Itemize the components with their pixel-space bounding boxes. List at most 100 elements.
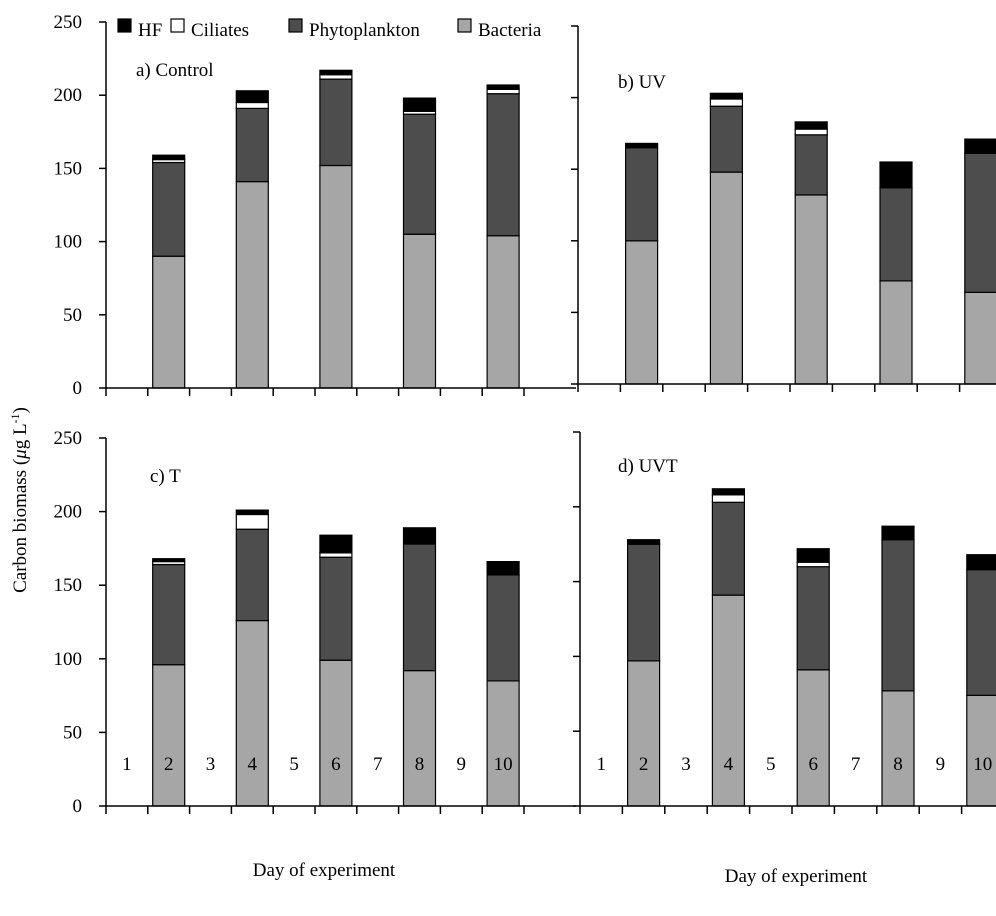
bar-segment-bacteria-day-8 [402, 233, 437, 389]
panel-a-control: a) Control 0 50 100 150 200 250 [54, 12, 576, 399]
bar-segment-ciliates-day-4 [709, 98, 744, 107]
bar-segment-phytoplankton-day-8 [402, 543, 437, 672]
bar-segment-bacteria-day-10 [964, 291, 996, 385]
legend-swatch-hf [117, 18, 132, 33]
bar-segment-hf-day-6 [319, 69, 353, 76]
x-tick-label: 8 [893, 754, 903, 775]
panel-c-t: c) T 0 50 100 150 200 250 1 2 3 4 5 6 7 8 9 10 [54, 428, 576, 817]
bar-segment-phytoplankton-day-6 [319, 556, 353, 661]
bar-segment-phytoplankton-day-8 [879, 187, 913, 282]
x-axis-title-left: Day of experiment [253, 860, 396, 881]
y-tick-label: 100 [54, 649, 83, 670]
legend-label-phytoplankton: Phytoplankton [309, 20, 420, 41]
bar-segment-phytoplankton-day-4 [709, 105, 744, 173]
bar-segment-phytoplankton-day-4 [235, 528, 269, 622]
bar-segment-hf-day-2 [152, 154, 186, 161]
bar-segment-bacteria-day-4 [709, 171, 744, 385]
bar-segment-phytoplankton-day-10 [486, 93, 520, 237]
x-tick-label: 10 [973, 754, 992, 775]
bar-segment-bacteria-day-2 [152, 664, 186, 807]
x-tick-label: 4 [248, 754, 258, 775]
x-tick-label: 4 [724, 754, 734, 775]
x-axis-title-right: Day of experiment [725, 866, 868, 887]
x-tick-label: 8 [415, 754, 425, 775]
panel-b-uv: b) UV [571, 25, 996, 392]
y-tick-label: 0 [73, 796, 83, 817]
x-tick-label: 1 [122, 754, 132, 775]
y-tick-label: 150 [54, 575, 83, 596]
bar-segment-hf-day-8 [881, 525, 915, 541]
y-tick-label: 150 [54, 158, 83, 179]
panels: a) Control 0 50 100 150 200 250 b) UV c) T 0 50 100… [54, 12, 996, 817]
y-tick-label: 50 [63, 722, 82, 743]
bar-segment-bacteria-day-8 [879, 280, 913, 385]
bar-segment-hf-day-10 [486, 84, 520, 91]
x-tick-label: 9 [457, 754, 467, 775]
panel-title: d) UVT [618, 456, 678, 477]
bar-segment-phytoplankton-day-10 [964, 152, 996, 293]
bar-segment-hf-day-10 [486, 560, 520, 576]
bar-segment-ciliates-day-4 [711, 494, 746, 503]
legend-label-hf: HF [138, 20, 162, 41]
panel-d-uvt: d) UVT 1 2 3 4 5 6 7 8 9 10 [573, 431, 996, 814]
bar-segment-bacteria-day-10 [966, 694, 996, 807]
x-tick-label: 6 [331, 754, 341, 775]
bar-segment-hf-day-6 [796, 548, 830, 563]
x-tick-label: 5 [289, 754, 299, 775]
bar-segment-bacteria-day-2 [152, 255, 186, 389]
bar-segment-bacteria-day-10 [486, 680, 520, 807]
x-tick-label: 7 [851, 754, 861, 775]
bar-segment-phytoplankton-day-2 [152, 563, 186, 666]
bar-segment-phytoplankton-day-2 [152, 161, 186, 257]
bar-segment-bacteria-day-4 [235, 619, 269, 807]
bar-segment-bacteria-day-6 [319, 164, 353, 389]
bar-segment-phytoplankton-day-10 [966, 568, 996, 696]
bar-segment-hf-day-8 [879, 161, 913, 189]
y-tick-label: 200 [54, 502, 83, 523]
bar-segment-phytoplankton-day-4 [711, 501, 746, 596]
legend-label-ciliates: Ciliates [191, 20, 249, 41]
bar-segment-phytoplankton-day-6 [319, 78, 353, 167]
bar-segment-bacteria-day-6 [319, 659, 353, 807]
y-axis-title: Carbon biomass (μg L-1) [8, 407, 31, 593]
bar-segment-hf-day-6 [794, 121, 828, 130]
bar-segment-ciliates-day-6 [796, 561, 830, 568]
x-tick-label: 7 [373, 754, 383, 775]
bar-segment-phytoplankton-day-6 [796, 565, 830, 671]
x-tick-label: 6 [808, 754, 818, 775]
legend-swatch-bacteria [457, 18, 472, 33]
x-tick-label: 3 [206, 754, 216, 775]
bar-segment-phytoplankton-day-6 [794, 134, 828, 196]
bar-segment-hf-day-2 [626, 539, 661, 545]
bar-segment-bacteria-day-2 [626, 660, 661, 807]
legend-swatch-ciliates [170, 18, 185, 33]
bar-segment-hf-day-4 [711, 488, 746, 496]
panel-title: b) UV [618, 72, 666, 93]
x-tick-label: 2 [164, 754, 174, 775]
bar-segment-phytoplankton-day-8 [881, 539, 915, 692]
legend: HF Ciliates Phytoplankton Bacteria [117, 18, 542, 41]
bar-segment-bacteria-day-10 [486, 235, 520, 389]
bar-segment-hf-day-4 [235, 509, 269, 516]
bar-segment-bacteria-day-2 [624, 240, 659, 385]
bar-segment-ciliates-day-4 [235, 101, 269, 110]
bar-segment-hf-day-6 [319, 534, 353, 554]
y-tick-label: 250 [54, 428, 83, 449]
bar-segment-hf-day-4 [709, 92, 744, 100]
panel-title: c) T [150, 466, 181, 487]
bar-segment-bacteria-day-6 [794, 194, 828, 385]
bar-segment-phytoplankton-day-10 [486, 574, 520, 682]
y-tick-label: 200 [54, 85, 83, 106]
bar-segment-hf-day-4 [235, 90, 269, 104]
x-tick-label: 1 [596, 754, 606, 775]
y-tick-label: 100 [54, 232, 83, 253]
bar-segment-ciliates-day-6 [319, 74, 353, 80]
y-tick-label: 0 [73, 378, 83, 399]
bar-segment-bacteria-day-8 [402, 669, 437, 807]
bar-segment-hf-day-2 [152, 558, 186, 563]
x-tick-label: 2 [639, 754, 649, 775]
x-tick-label: 9 [936, 754, 946, 775]
x-tick-label: 10 [494, 754, 513, 775]
y-tick-label: 250 [54, 12, 83, 33]
